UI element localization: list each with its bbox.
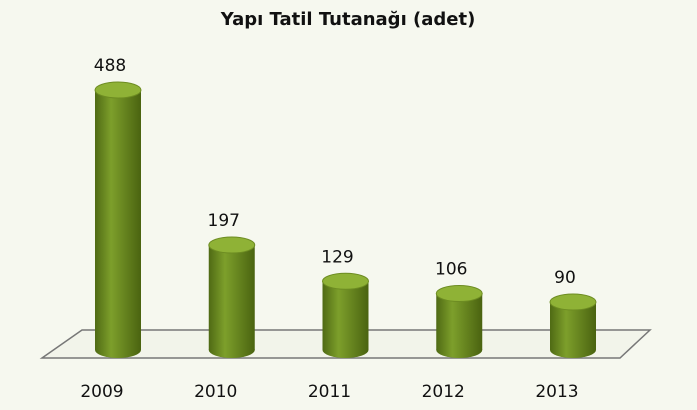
bar — [95, 90, 141, 350]
value-label: 488 — [94, 56, 126, 76]
bar — [436, 293, 483, 350]
cylinder-top — [208, 236, 256, 254]
value-label: 106 — [435, 260, 467, 280]
x-tick-label: 2013 — [535, 382, 578, 402]
cylinder-top — [549, 293, 597, 311]
cylinder-top — [94, 81, 142, 99]
value-label: 197 — [208, 211, 240, 231]
x-tick-label: 2011 — [308, 382, 351, 402]
bar — [208, 245, 255, 350]
cylinder-top — [435, 285, 483, 303]
chart-title: Yapı Tatil Tutanağı (adet) — [220, 9, 476, 30]
cylinder-top — [322, 272, 369, 290]
x-tick-label: 2009 — [80, 382, 123, 402]
bar — [322, 281, 369, 350]
value-label: 90 — [554, 268, 576, 288]
x-tick-label: 2012 — [422, 382, 465, 402]
x-tick-label: 2010 — [194, 382, 237, 402]
value-label: 129 — [321, 247, 353, 267]
